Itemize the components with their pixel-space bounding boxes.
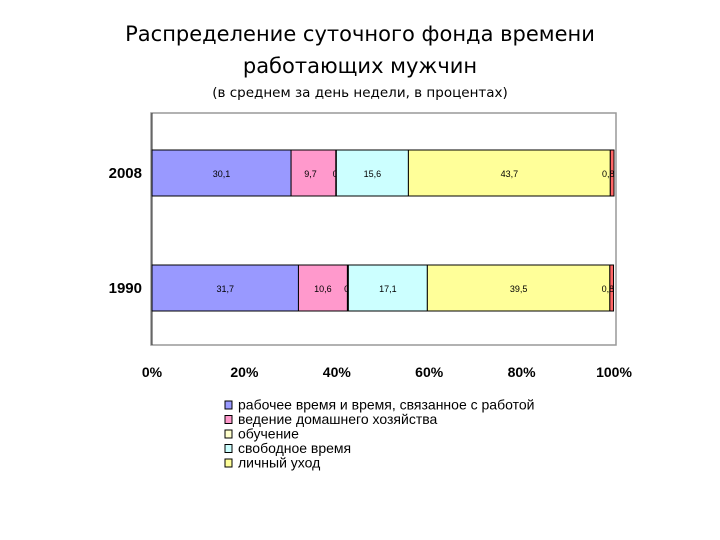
data-label: 30,1 (213, 169, 231, 179)
legend-entry: рабочее время и время, связанное с работ… (238, 397, 534, 413)
data-label: 39,5 (510, 284, 528, 294)
data-label: 15,6 (364, 169, 382, 179)
bar-segment (407, 149, 611, 197)
chart-subtitle: (в среднем за день недели, в процентах) (212, 85, 508, 101)
legend (221, 394, 561, 477)
category-label-1990: 1990 (109, 280, 142, 297)
data-label: 10,6 (314, 284, 332, 294)
bar-segment (426, 264, 611, 312)
x-tick-label: 0% (142, 364, 163, 380)
data-label: 17,1 (379, 284, 397, 294)
data-label: 43,7 (501, 169, 519, 179)
legend-swatch (224, 429, 233, 439)
bar-segment (347, 264, 428, 312)
x-tick-label: 100% (596, 364, 632, 380)
bar-segment (151, 264, 299, 312)
legend-entry: ведение домашнего хозяйства (238, 411, 438, 427)
chart-title-line2: работающих мужчин (242, 54, 478, 78)
data-label: 0,8 (602, 169, 615, 179)
bar-segment (290, 149, 337, 197)
category-label-2008: 2008 (109, 165, 142, 182)
legend-swatch (224, 400, 233, 410)
x-tick-label: 40% (323, 364, 352, 380)
x-tick-label: 80% (508, 364, 537, 380)
legend-entry: личный уход (238, 455, 320, 471)
legend-swatch (224, 458, 233, 468)
legend-entry: обучение (238, 426, 299, 442)
bar-segment (609, 264, 615, 312)
legend-entry: свободное время (238, 440, 351, 456)
legend-swatch (224, 415, 233, 424)
data-label: 31,7 (216, 284, 234, 294)
bar-segment (335, 149, 409, 197)
data-label: 0,8 (602, 284, 615, 294)
chart-title: Распределение суточного фонда времени (125, 22, 595, 46)
legend-swatch (224, 444, 233, 453)
bar-segment (151, 149, 292, 197)
bar-segment (297, 264, 348, 312)
data-label: 9,7 (304, 169, 317, 179)
x-tick-label: 20% (230, 364, 259, 380)
bar-segment (609, 149, 615, 197)
x-tick-label: 60% (415, 364, 444, 380)
